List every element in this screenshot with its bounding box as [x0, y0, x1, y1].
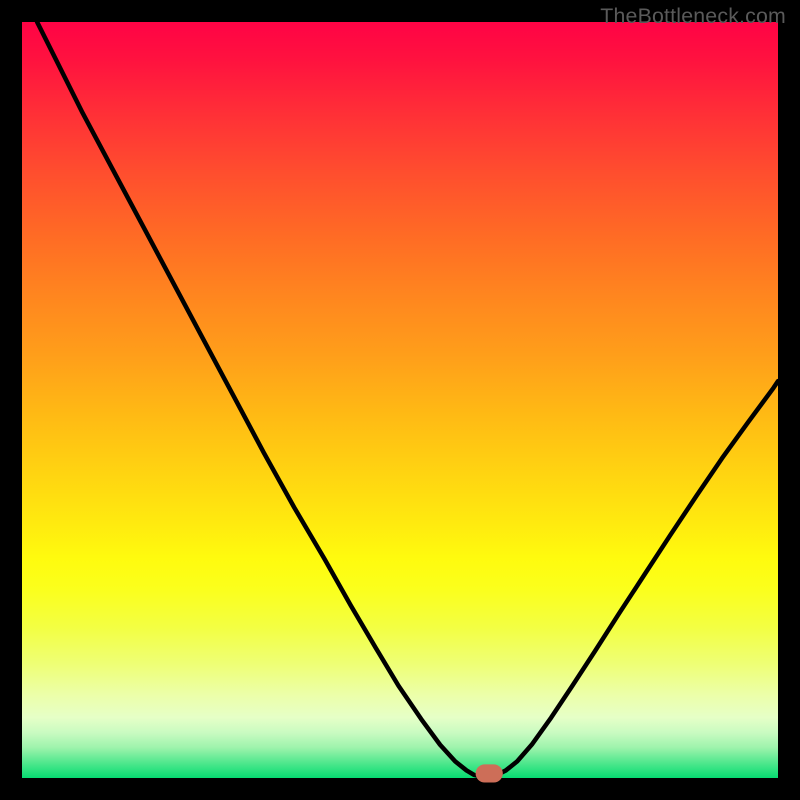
plot-background — [22, 22, 778, 778]
operating-point-marker — [476, 764, 503, 782]
bottleneck-chart — [0, 0, 800, 800]
chart-container: TheBottleneck.com — [0, 0, 800, 800]
